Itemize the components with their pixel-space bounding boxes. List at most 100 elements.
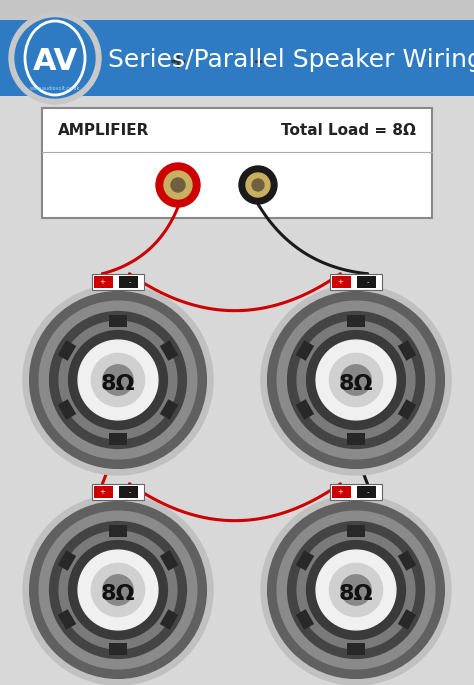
Text: 8Ω: 8Ω [101,584,135,604]
FancyBboxPatch shape [160,340,178,361]
Circle shape [78,550,158,630]
Circle shape [30,292,206,469]
Circle shape [277,301,435,459]
Circle shape [39,301,197,459]
FancyBboxPatch shape [58,399,76,420]
Bar [330,484,382,500]
Bar [94,486,113,498]
Circle shape [23,495,213,685]
Circle shape [268,292,444,469]
Text: -: - [253,52,263,72]
Circle shape [252,179,264,191]
Bar [94,276,113,288]
FancyBboxPatch shape [347,433,365,445]
Circle shape [341,575,371,606]
Bar [357,276,376,288]
Bar [330,274,382,290]
Circle shape [9,12,101,104]
Circle shape [69,540,167,639]
FancyBboxPatch shape [58,550,76,571]
Circle shape [307,540,405,639]
FancyBboxPatch shape [160,609,178,630]
Circle shape [239,166,277,204]
Circle shape [268,501,444,678]
Circle shape [297,321,415,439]
Text: AV: AV [32,47,78,75]
Circle shape [91,563,145,616]
Text: -: - [128,489,131,495]
FancyBboxPatch shape [109,315,127,327]
Circle shape [15,18,95,98]
Circle shape [78,340,158,420]
Text: 8Ω: 8Ω [339,584,373,604]
FancyBboxPatch shape [109,643,127,655]
Circle shape [39,511,197,669]
Text: +: + [169,52,187,72]
Bar [332,486,351,498]
Circle shape [307,331,405,429]
FancyBboxPatch shape [296,340,314,361]
FancyBboxPatch shape [0,0,474,22]
FancyBboxPatch shape [347,643,365,655]
Text: -: - [366,489,369,495]
FancyBboxPatch shape [42,108,432,218]
Text: www.audiovolt.co.uk: www.audiovolt.co.uk [30,86,80,90]
Text: +: + [337,279,343,285]
Text: -: - [366,279,369,285]
Circle shape [288,521,424,658]
FancyBboxPatch shape [398,399,416,420]
Circle shape [50,312,186,449]
Text: +: + [337,489,343,495]
Bar [119,276,138,288]
Circle shape [91,353,145,407]
Circle shape [50,521,186,658]
Bar [332,276,351,288]
Circle shape [261,495,451,685]
Circle shape [156,163,200,207]
FancyBboxPatch shape [347,525,365,537]
FancyBboxPatch shape [296,550,314,571]
FancyBboxPatch shape [160,399,178,420]
FancyBboxPatch shape [109,433,127,445]
Bar [357,486,376,498]
Circle shape [329,563,383,616]
Circle shape [59,321,177,439]
Circle shape [329,353,383,407]
Circle shape [30,501,206,678]
Circle shape [23,285,213,475]
FancyBboxPatch shape [398,340,416,361]
Text: Total Load = 8Ω: Total Load = 8Ω [281,123,416,138]
Text: +: + [100,489,105,495]
Circle shape [59,531,177,649]
Circle shape [103,575,133,606]
Circle shape [246,173,270,197]
FancyBboxPatch shape [398,550,416,571]
FancyBboxPatch shape [160,550,178,571]
Text: -: - [128,279,131,285]
Circle shape [288,312,424,449]
FancyBboxPatch shape [109,525,127,537]
Circle shape [164,171,192,199]
Bar [92,484,144,500]
FancyBboxPatch shape [347,315,365,327]
Circle shape [316,340,396,420]
Circle shape [103,365,133,395]
Circle shape [297,531,415,649]
Bar [119,486,138,498]
Text: 8Ω: 8Ω [339,374,373,394]
Circle shape [341,365,371,395]
FancyBboxPatch shape [296,399,314,420]
Circle shape [316,550,396,630]
Text: 8Ω: 8Ω [101,374,135,394]
FancyBboxPatch shape [58,609,76,630]
FancyBboxPatch shape [58,340,76,361]
Circle shape [171,178,185,192]
Circle shape [277,511,435,669]
FancyBboxPatch shape [296,609,314,630]
FancyBboxPatch shape [398,609,416,630]
Circle shape [69,331,167,429]
Text: AMPLIFIER: AMPLIFIER [58,123,149,138]
Text: +: + [100,279,105,285]
Text: Series/Parallel Speaker Wiring: Series/Parallel Speaker Wiring [108,48,474,72]
Circle shape [261,285,451,475]
